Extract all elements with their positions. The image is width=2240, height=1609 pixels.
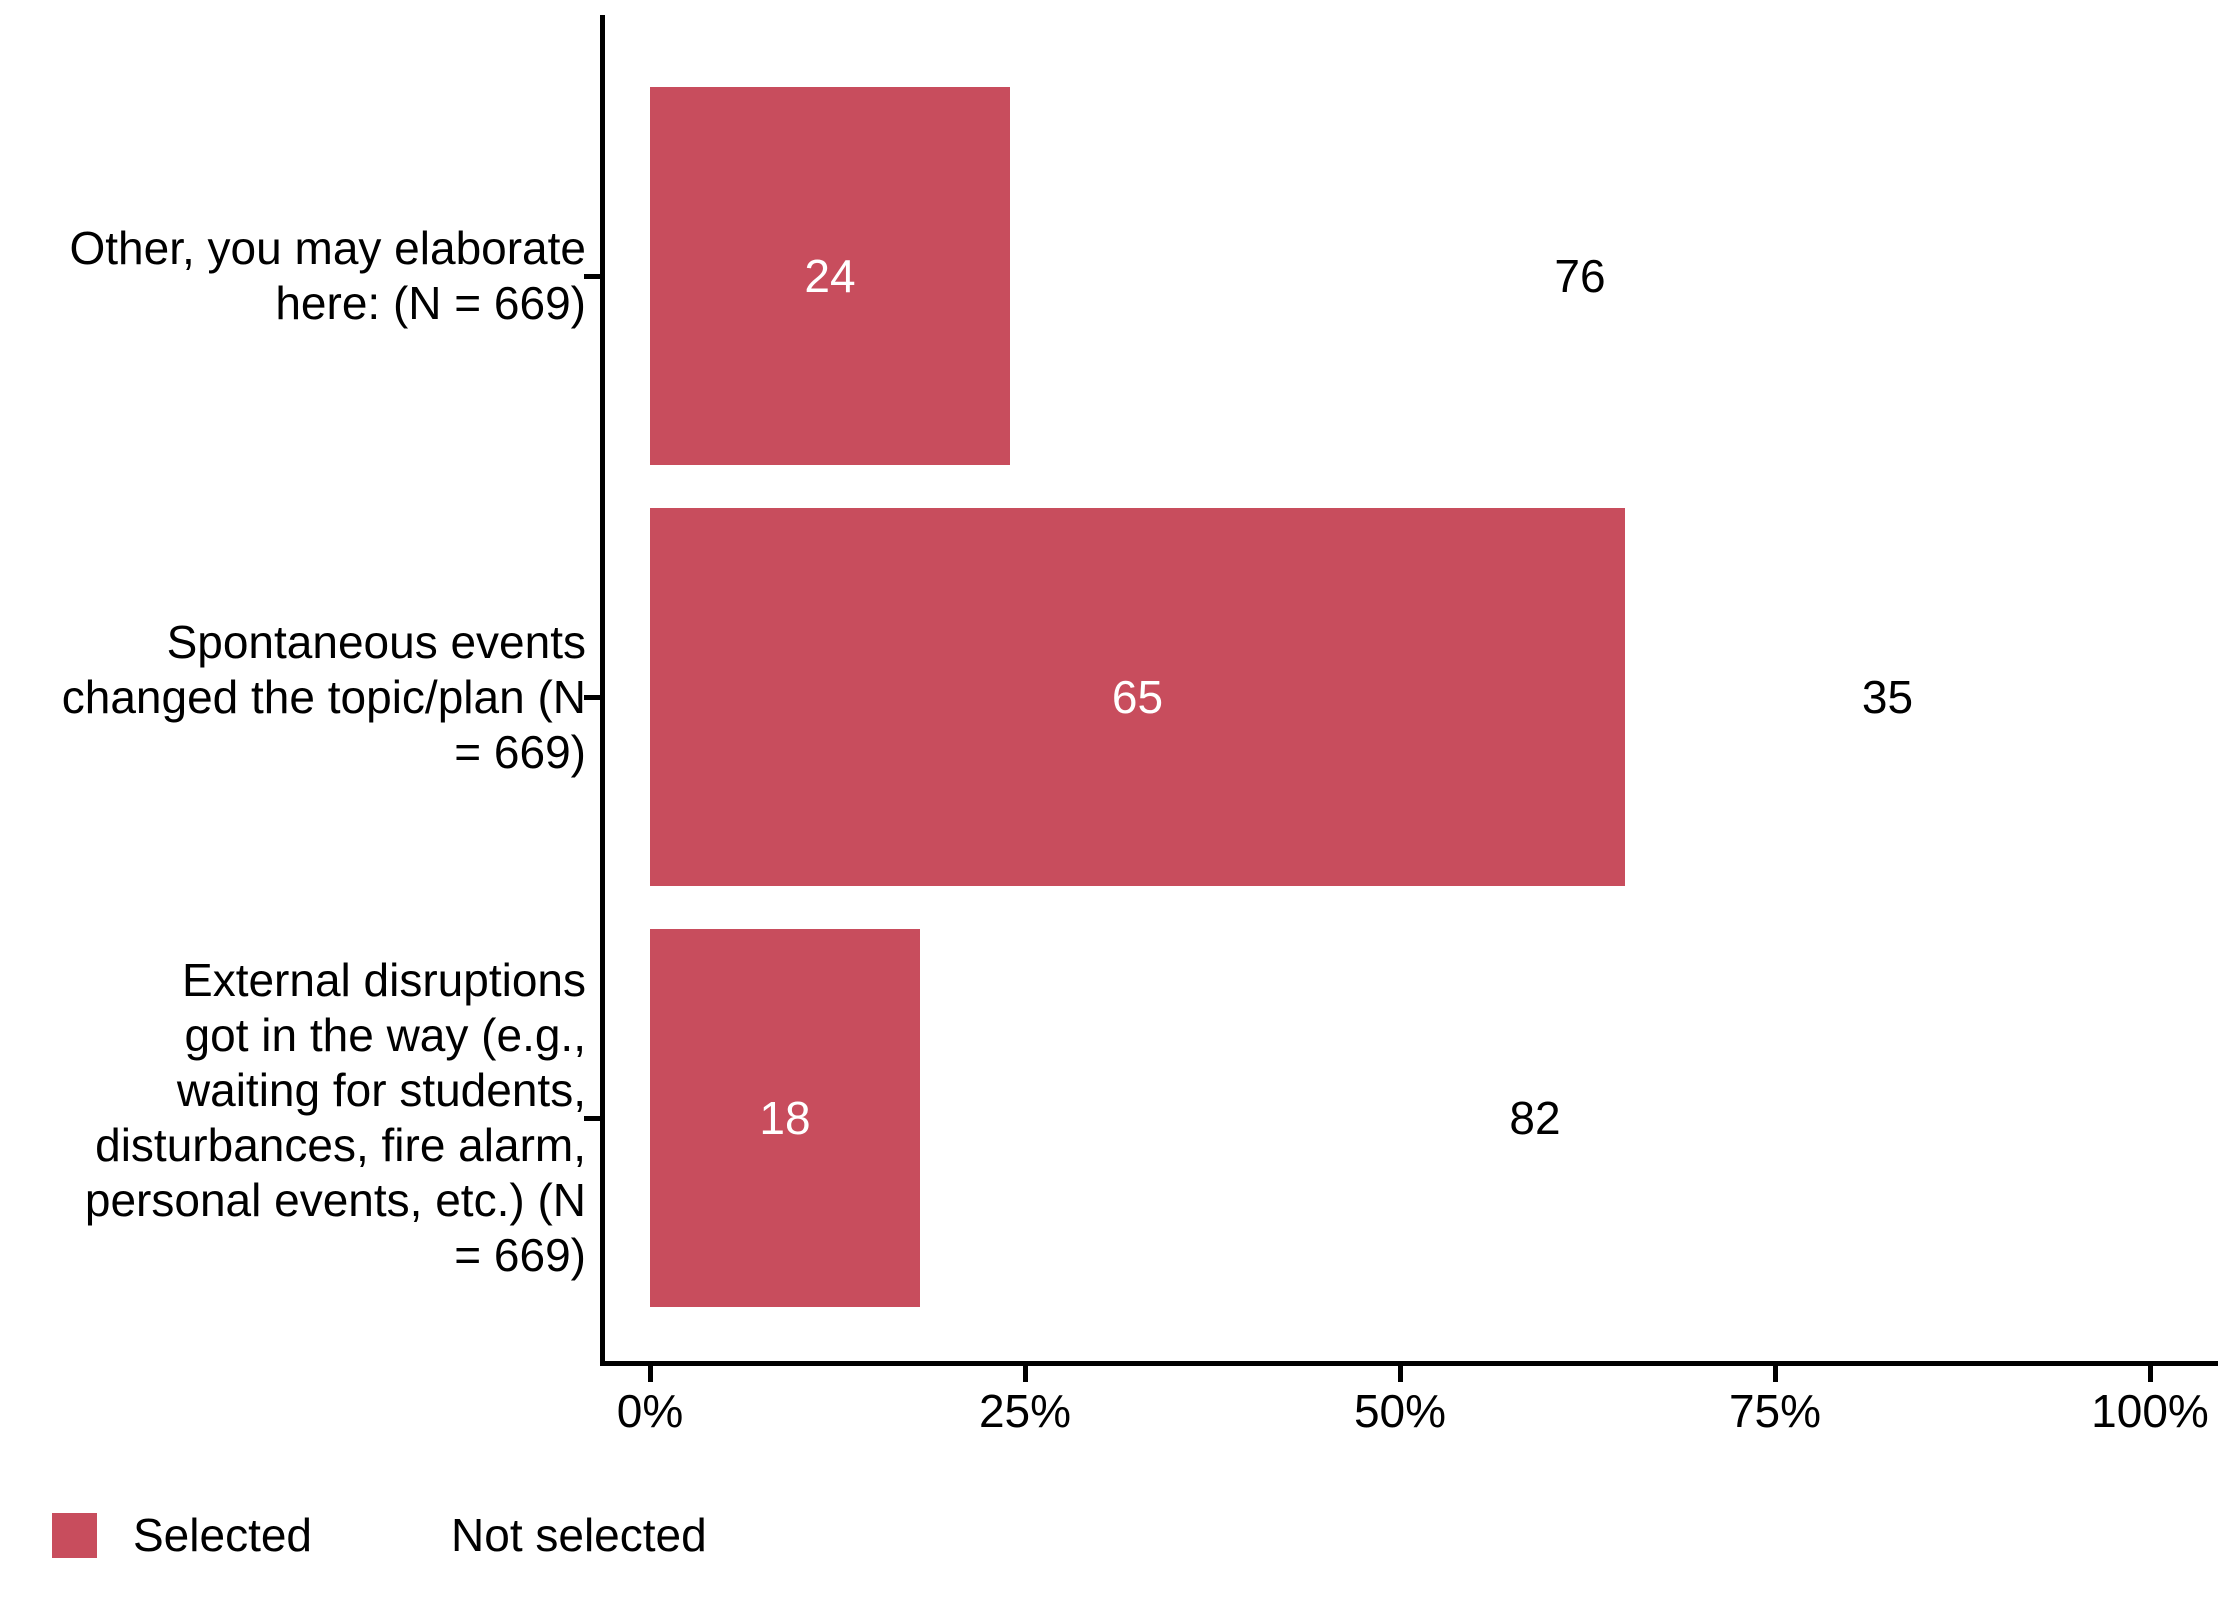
x-axis-tick — [647, 1366, 653, 1382]
x-axis-tick — [1772, 1366, 1778, 1382]
bar-row-spontaneous-events: 65 35 — [650, 508, 2150, 886]
x-axis-tick — [2147, 1366, 2153, 1382]
bar-value-selected: 24 — [804, 250, 856, 302]
bar-segment-not-selected: 82 — [920, 929, 2150, 1307]
x-tick-label-50: 50% — [1353, 1385, 1447, 1437]
bar-value-not-selected: 76 — [1554, 250, 1606, 302]
x-axis-tick — [1397, 1366, 1403, 1382]
y-axis-tick — [584, 273, 600, 279]
x-tick-label-100: 100% — [2091, 1385, 2209, 1437]
legend-key-selected — [52, 1512, 97, 1558]
legend-key-not-selected — [370, 1512, 416, 1558]
y-axis-line — [600, 15, 605, 1366]
bar-value-not-selected: 35 — [1861, 671, 1914, 723]
bar-segment-selected: 65 — [650, 508, 1625, 886]
bar-segment-selected: 18 — [650, 929, 920, 1307]
x-tick-label-75: 75% — [1728, 1385, 1822, 1437]
bar-row-other: 24 76 — [650, 87, 2150, 465]
y-axis-tick — [584, 1115, 600, 1121]
legend: Selected Not selected — [52, 1509, 707, 1561]
x-axis-line — [600, 1361, 2218, 1366]
category-label-spontaneous-events: Spontaneous events changed the topic/pla… — [61, 615, 586, 778]
bar-value-selected: 65 — [1111, 671, 1164, 723]
plot-panel: 24 76 65 35 18 82 — [650, 15, 2150, 1363]
legend-label-selected: Selected — [133, 1509, 313, 1561]
category-label-external-disruptions: External disruptions got in the way (e.g… — [84, 954, 586, 1281]
bar-value-selected: 18 — [759, 1092, 811, 1144]
legend-label-not-selected: Not selected — [451, 1509, 707, 1561]
bar-segment-not-selected: 76 — [1010, 87, 2150, 465]
bar-value-not-selected: 82 — [1509, 1092, 1561, 1144]
y-axis-tick — [584, 694, 600, 700]
bar-segment-selected: 24 — [650, 87, 1010, 465]
x-axis-tick — [1022, 1366, 1028, 1382]
bar-row-external-disruptions: 18 82 — [650, 929, 2150, 1307]
bar-segment-not-selected: 35 — [1625, 508, 2150, 886]
x-tick-label-25: 25% — [978, 1385, 1072, 1437]
category-label-other: Other, you may elaborate here: (N = 669) — [69, 222, 586, 329]
x-tick-label-0: 0% — [616, 1385, 684, 1437]
